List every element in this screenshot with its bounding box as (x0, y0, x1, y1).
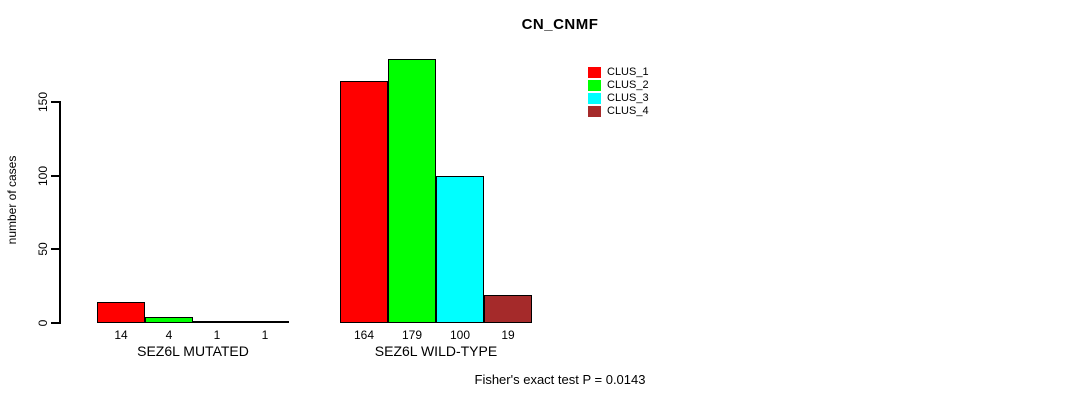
y-axis-line (59, 101, 61, 324)
bar-value-label: 1 (261, 328, 269, 342)
legend-item: CLUS_2 (588, 79, 649, 92)
legend-item-label: CLUS_2 (607, 79, 649, 91)
bar-value-label: 14 (114, 328, 128, 342)
group-label: SEZ6L MUTATED (137, 343, 249, 359)
bar-value-label: 19 (501, 328, 515, 342)
legend-item-label: CLUS_1 (607, 66, 649, 78)
bar-value-label: 100 (449, 328, 471, 342)
group-label: SEZ6L WILD-TYPE (374, 343, 498, 359)
y-axis-label: number of cases (5, 155, 19, 245)
bar-value-label: 4 (165, 328, 173, 342)
bar-clus_1 (97, 302, 145, 323)
legend-item: CLUS_1 (588, 66, 649, 79)
chart-title: CN_CNMF (521, 16, 599, 33)
legend-item-label: CLUS_3 (607, 92, 649, 104)
bar-clus_2 (145, 317, 193, 323)
y-tick-mark (51, 101, 60, 103)
bar-clus_3 (193, 321, 241, 323)
bar-clus_4 (241, 321, 289, 323)
legend: CLUS_1 CLUS_2 CLUS_3 CLUS_4 (588, 66, 649, 118)
legend-swatch (588, 67, 601, 78)
y-tick-label: 150 (36, 91, 50, 113)
bar-clus_1 (340, 81, 388, 323)
bar-value-label: 1 (213, 328, 221, 342)
bar-value-label: 164 (353, 328, 375, 342)
legend-item: CLUS_3 (588, 92, 649, 105)
annotation-fisher-test: Fisher's exact test P = 0.0143 (474, 372, 646, 387)
bar-clus_2 (388, 59, 436, 323)
y-tick-label: 0 (36, 319, 50, 327)
y-tick-mark (51, 175, 60, 177)
legend-swatch (588, 106, 601, 117)
y-tick-label: 50 (36, 242, 50, 256)
legend-swatch (588, 93, 601, 104)
legend-item-label: CLUS_4 (607, 105, 649, 117)
legend-swatch (588, 80, 601, 91)
bar-clus_3 (436, 176, 484, 323)
y-tick-mark (51, 248, 60, 250)
legend-item: CLUS_4 (588, 105, 649, 118)
y-tick-mark (51, 322, 60, 324)
bar-clus_4 (484, 295, 532, 323)
y-tick-label: 100 (36, 165, 50, 187)
bar-value-label: 179 (401, 328, 423, 342)
